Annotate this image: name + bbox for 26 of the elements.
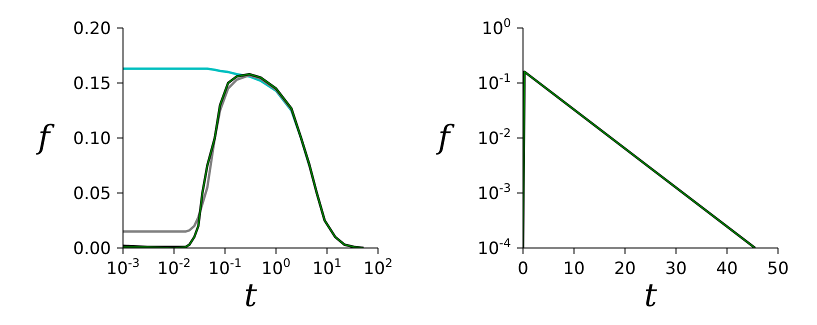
y-tick-label: 0.00 [73,239,111,259]
x-tick-label: 20 [614,259,636,279]
y-axis-title: f [36,118,55,156]
x-tick-label: 10 [563,259,585,279]
x-tick-label: 10$^{-3}$ [106,256,140,279]
x-tick-label: 10$^{0}$ [261,256,291,279]
y-tick-label: 10$^{-4}$ [478,236,511,259]
x-axis-title: t [644,276,658,314]
y-tick-label: 0.20 [73,19,111,39]
x-tick-label: 10$^{-2}$ [157,256,191,279]
y-tick-label: 10$^{-2}$ [478,126,511,149]
x-tick-label: 30 [665,259,687,279]
y-tick-label: 0.05 [73,184,111,204]
y-tick-label: 10$^{-3}$ [478,181,511,204]
x-tick-label: 40 [716,259,738,279]
y-axis-title: f [436,118,455,156]
y-tick-label: 10$^{0}$ [482,16,511,39]
x-tick-label: 0 [518,259,528,279]
y-tick-label: 0.15 [73,74,111,94]
x-tick-label: 10$^{-1}$ [208,256,242,279]
y-tick-label: 10$^{-1}$ [478,71,511,94]
x-tick-label: 10$^{1}$ [312,256,342,279]
x-tick-label: 10$^{2}$ [363,256,393,279]
y-tick-label: 0.10 [73,129,111,149]
x-axis-title: t [244,276,258,314]
x-tick-label: 50 [767,259,789,279]
